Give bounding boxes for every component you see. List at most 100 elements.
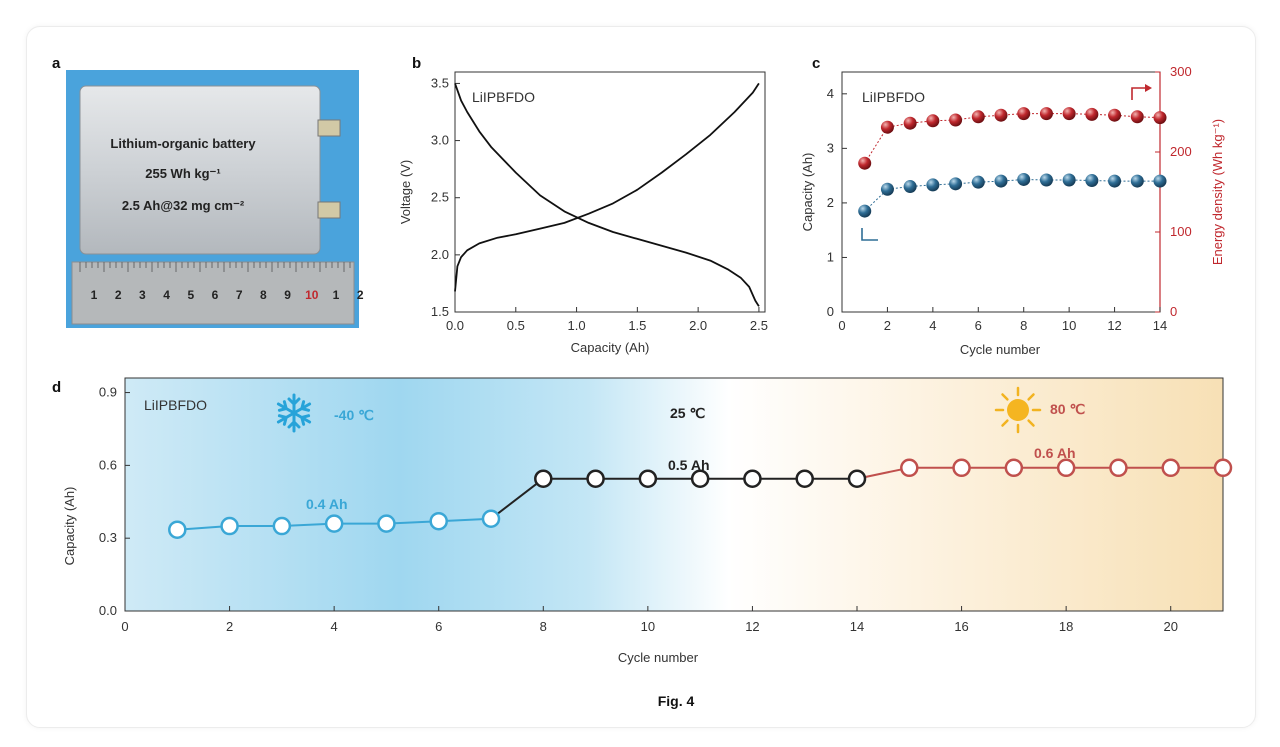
capacity-point (880, 182, 894, 196)
battery-label-line1: Lithium-organic battery (110, 136, 256, 151)
sun-icon (994, 386, 1042, 434)
panel-b: b LiIPBFDO 0.0 0.5 1.0 1.5 2.0 2.5 1.5 2.0 2.5 3.… (398, 55, 768, 355)
capacity-point (534, 469, 553, 488)
sample-annotation-b: LiIPBFDO (472, 89, 535, 105)
ruler-number: 8 (260, 288, 267, 302)
capacity-point (1039, 173, 1053, 187)
battery-cell (79, 85, 321, 255)
x-tick-label-c: 6 (975, 318, 982, 333)
x-axis-label-d: Cycle number (618, 650, 699, 665)
y-tick-label-d: 0.9 (99, 385, 117, 400)
battery-label-line3: 2.5 Ah@32 mg cm⁻² (122, 198, 245, 213)
chart-d-marks: 0 2 4 6 8 10 12 14 16 18 20 0.0 0.3 0.6 0.9 (99, 385, 1233, 634)
ruler-number: 2 (357, 288, 364, 302)
energy-density-point (1153, 111, 1167, 125)
x-tick-label-d: 20 (1163, 619, 1177, 634)
sample-annotation-c: LiIPBFDO (862, 89, 925, 105)
x-tick-label-c: 4 (929, 318, 936, 333)
energy-density-point (858, 156, 872, 170)
capacity-point (638, 469, 658, 488)
y-tick-label-c: 1 (827, 249, 834, 264)
panel-label-a: a (52, 55, 61, 72)
y-tick-label-b: 2.0 (431, 247, 449, 262)
capacity-point (1085, 174, 1099, 188)
chart-b-marks: 0.0 0.5 1.0 1.5 2.0 2.5 1.5 2.0 2.5 3.0 3.5 (431, 75, 768, 333)
capacity-label-cold: 0.4 Ah (306, 496, 348, 512)
panel-d: d LiIPBFDO (52, 377, 1233, 665)
battery-tab-bottom (317, 201, 341, 219)
y-tick-label-c: 4 (827, 86, 834, 101)
panel-a: a Lithium-organic battery 255 Wh kg⁻¹ 2.… (52, 55, 364, 328)
ruler-number: 6 (212, 288, 219, 302)
ruler-numbers: 1 2 3 4 5 6 7 8 9 10 1 2 (79, 262, 364, 302)
energy-density-point (1039, 107, 1053, 121)
y-tick-label-c: 2 (827, 195, 834, 210)
snowflake-icon (276, 393, 312, 433)
x-tick-label-d: 16 (954, 619, 968, 634)
capacity-point (847, 469, 867, 488)
battery-label-line2: 255 Wh kg⁻¹ (145, 166, 221, 181)
capacity-label-room: 0.5 Ah (668, 457, 710, 473)
energy-density-point (926, 114, 940, 128)
battery-tab-top (317, 119, 341, 137)
x-axis-label-b: Capacity (Ah) (571, 340, 650, 355)
energy-density-point (994, 108, 1008, 122)
discharge-curve (454, 83, 760, 307)
capacity-point (272, 516, 292, 536)
y-tick-label-c: 3 (827, 140, 834, 155)
capacity-point (168, 520, 187, 539)
right-axis-indicator-c (1131, 87, 1148, 100)
ruler (71, 261, 355, 325)
x-tick-label-c: 12 (1107, 318, 1121, 333)
ruler-number: 1 (333, 288, 340, 302)
panel-label-c: c (812, 55, 820, 72)
plot-frame-b (454, 71, 766, 313)
capacity-point (377, 514, 396, 533)
x-tick-label-c: 2 (884, 318, 891, 333)
left-axis-indicator-c (861, 228, 878, 241)
capacity-point (971, 175, 985, 189)
y2-tick-label-c: 200 (1170, 144, 1192, 159)
x-tick-label-d: 12 (745, 619, 759, 634)
temp-label-hot: 80 ℃ (1050, 401, 1085, 417)
energy-density-point (971, 110, 985, 124)
figure-caption: Fig. 4 (658, 693, 695, 709)
ruler-number: 2 (115, 288, 122, 302)
capacity-point (926, 178, 940, 192)
ruler-number: 7 (236, 288, 243, 302)
capacity-point (743, 469, 762, 488)
x-tick-label-c: 10 (1062, 318, 1076, 333)
x-tick-label-c: 0 (838, 318, 845, 333)
y-tick-label-b: 2.5 (431, 190, 449, 205)
capacity-point (1153, 174, 1167, 188)
x-tick-label-b: 2.5 (750, 318, 768, 333)
y-tick-label-d: 0.6 (99, 457, 117, 472)
ruler-number: 9 (284, 288, 291, 302)
y-axis-label-d: Capacity (Ah) (62, 487, 77, 566)
y-axis-label-c: Capacity (Ah) (800, 153, 815, 232)
capacity-point (795, 469, 814, 488)
y-tick-label-c: 0 (827, 304, 834, 319)
x-tick-label-d: 6 (435, 619, 442, 634)
y-tick-label-b: 3.0 (431, 133, 449, 148)
capacity-label-hot: 0.6 Ah (1034, 445, 1076, 461)
capacity-point (481, 509, 501, 529)
x-tick-label-b: 0.5 (507, 318, 525, 333)
ruler-number: 10 (305, 288, 319, 302)
y2-axis-label-c: Energy density (Wh kg⁻¹) (1210, 119, 1225, 265)
x-tick-label-b: 2.0 (689, 318, 707, 333)
energy-density-point (880, 120, 894, 134)
y-tick-label-b: 1.5 (431, 304, 449, 319)
x-tick-label-c: 14 (1153, 318, 1167, 333)
capacity-point (429, 511, 448, 531)
capacity-line (864, 178, 1160, 212)
y-tick-label-d: 0.3 (99, 530, 117, 545)
ruler-number: 4 (163, 288, 170, 302)
y2-tick-label-c: 300 (1170, 64, 1192, 79)
x-tick-label-d: 8 (540, 619, 547, 634)
capacity-point (1062, 173, 1076, 187)
capacity-point (690, 469, 710, 488)
x-tick-label-d: 2 (226, 619, 233, 634)
